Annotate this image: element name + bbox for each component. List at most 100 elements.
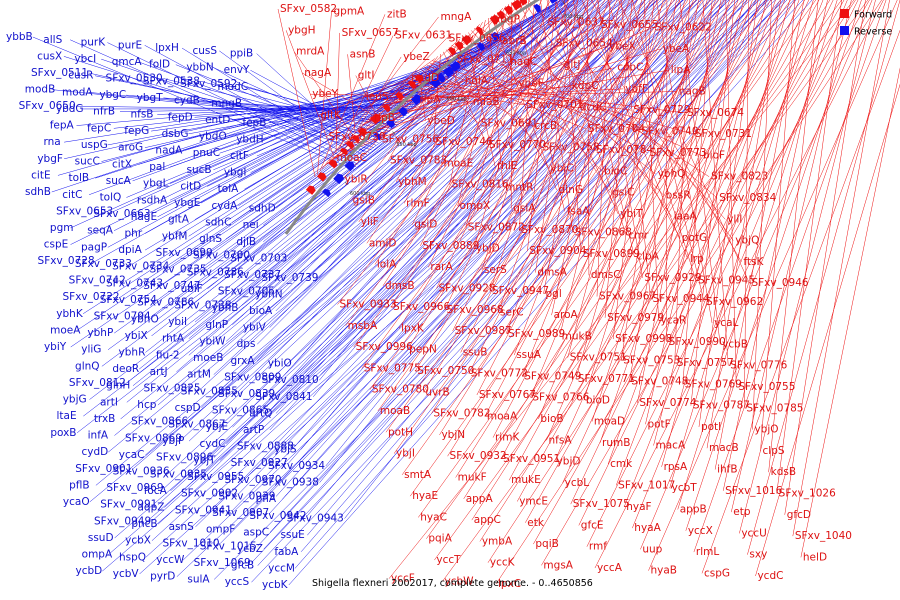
forward-leader-line [353, 0, 613, 348]
forward-leader-line [318, 76, 414, 116]
forward-leader-line [505, 0, 630, 334]
gene-arrow [305, 185, 316, 195]
reverse-gene-label: sucB [187, 164, 212, 176]
reverse-gene-label: folD [149, 59, 170, 71]
forward-leader-line [776, 0, 842, 494]
forward-gene-label: ybjI [396, 448, 415, 460]
forward-gene-label: SFxv_0656 [449, 32, 506, 44]
reverse-leader-line [108, 0, 751, 555]
forward-leader-line [387, 88, 624, 101]
gene-arrow [504, 5, 513, 16]
reverse-leader-line [107, 9, 544, 248]
forward-gene-label: sxy [749, 549, 767, 561]
reverse-gene-label: sdhC [205, 216, 231, 228]
gene-arrow [339, 147, 348, 156]
reverse-gene-label: sulA [187, 573, 210, 585]
reverse-leader-line [157, 0, 730, 525]
reverse-leader-line [151, 0, 745, 541]
reverse-gene-label: SFxv_0941 [175, 504, 232, 516]
forward-gene-label: SFxv_0582 [280, 3, 337, 15]
reverse-leader-line [157, 0, 712, 505]
tick-mark [392, 131, 396, 135]
reverse-gene-label: ybjP [162, 435, 184, 447]
reverse-leader-line [282, 0, 728, 500]
reverse-gene-label: cydB [174, 95, 200, 107]
gene-arrow [410, 94, 422, 106]
reverse-leader-line [294, 0, 619, 364]
forward-gene-label: SFxv_0655 [601, 19, 658, 31]
forward-leader-line [489, 0, 589, 292]
map-caption: Shigella flexneri 2002017, complete geno… [312, 578, 593, 589]
forward-leader-line [277, 8, 316, 178]
forward-gene-label: mrdA [296, 46, 325, 58]
forward-leader-line [355, 75, 376, 113]
forward-gene-label: yliI [727, 213, 742, 225]
forward-gene-label: SFxv_1040 [795, 530, 852, 542]
forward-gene-label: gltK [320, 109, 342, 121]
forward-gene-label: moaD [594, 416, 625, 428]
forward-gene-label: yccX [688, 525, 713, 537]
reverse-gene-label: glnS [199, 233, 222, 245]
forward-gene-label: SFxv_0654 [556, 38, 613, 50]
gene-arrow [489, 14, 500, 25]
reverse-gene-label: SFxv_0736 [187, 266, 244, 278]
forward-gene-label: mgsA [543, 559, 573, 571]
forward-gene-label: pgl [545, 288, 561, 300]
forward-leader-line [554, 0, 762, 462]
reverse-gene-label: cusX [37, 50, 62, 62]
reverse-leader-line [275, 0, 639, 395]
reverse-gene-label: SFxv_0934 [268, 460, 325, 472]
forward-leader-line [371, 74, 417, 119]
reverse-gene-label: ycbZ [237, 543, 263, 555]
forward-leader-line [418, 0, 791, 518]
gene-arrow [454, 41, 464, 51]
reverse-gene-label: asnS [169, 521, 195, 533]
forward-gene-label: lpxC [498, 578, 521, 590]
forward-leader-line [423, 0, 667, 393]
legend-forward-label: Forward [854, 10, 892, 21]
reverse-gene-label: SFxv_0734 [112, 261, 169, 273]
forward-leader-line [479, 0, 831, 542]
forward-leader-line [358, 0, 522, 223]
gene-arrow [549, 0, 558, 4]
forward-gene-label: ymcE [519, 495, 548, 507]
reverse-gene-label: SFxv_0747 [143, 280, 200, 292]
reverse-gene-label: SFxv_0794 [94, 311, 151, 323]
forward-leader-line [347, 54, 356, 133]
reverse-leader-line [102, 0, 767, 572]
forward-gene-label: SFxv_0758 [542, 141, 599, 153]
reverse-gene-label: cydA [211, 200, 238, 212]
forward-gene-label: ybhQ [658, 168, 686, 180]
forward-leader-line [620, 0, 677, 361]
forward-gene-label: rpsA [664, 461, 688, 473]
reverse-leader-line [325, 0, 705, 467]
reverse-leader-line [101, 0, 596, 367]
forward-gene-label: SFxv_0996 [356, 341, 413, 353]
reverse-gene-label: SFxv_0812 [69, 377, 126, 389]
reverse-gene-label: SFxv_0902 [181, 488, 238, 500]
forward-leader-line [317, 11, 332, 175]
forward-gene-label: SFxv_0990 [669, 336, 726, 348]
forward-leader-line [533, 0, 845, 545]
forward-leader-line [607, 0, 697, 281]
gene-arrows [305, 0, 558, 198]
reverse-gene-label: artQ [249, 407, 272, 419]
reverse-gene-label: fepC [87, 122, 111, 134]
backbone-arc [284, 0, 541, 235]
reverse-gene-label: hcp [137, 399, 156, 411]
reverse-leader-line [83, 0, 626, 417]
forward-leader-line [768, 0, 819, 473]
forward-leader-line [578, 0, 834, 526]
reverse-leader-line [70, 22, 525, 229]
forward-leader-lines [277, 0, 900, 585]
forward-gene-label: ybjD [476, 243, 500, 255]
reverse-gene-label: moeA [50, 324, 81, 336]
forward-gene-label: yccF [391, 573, 415, 585]
forward-gene-label: SFxv_0729 [633, 104, 690, 116]
reverse-leader-line [344, 0, 757, 519]
forward-gene-label: appC [474, 514, 501, 526]
forward-leader-line [382, 0, 569, 286]
forward-leader-line [679, 0, 721, 345]
forward-leader-line [361, 0, 633, 369]
